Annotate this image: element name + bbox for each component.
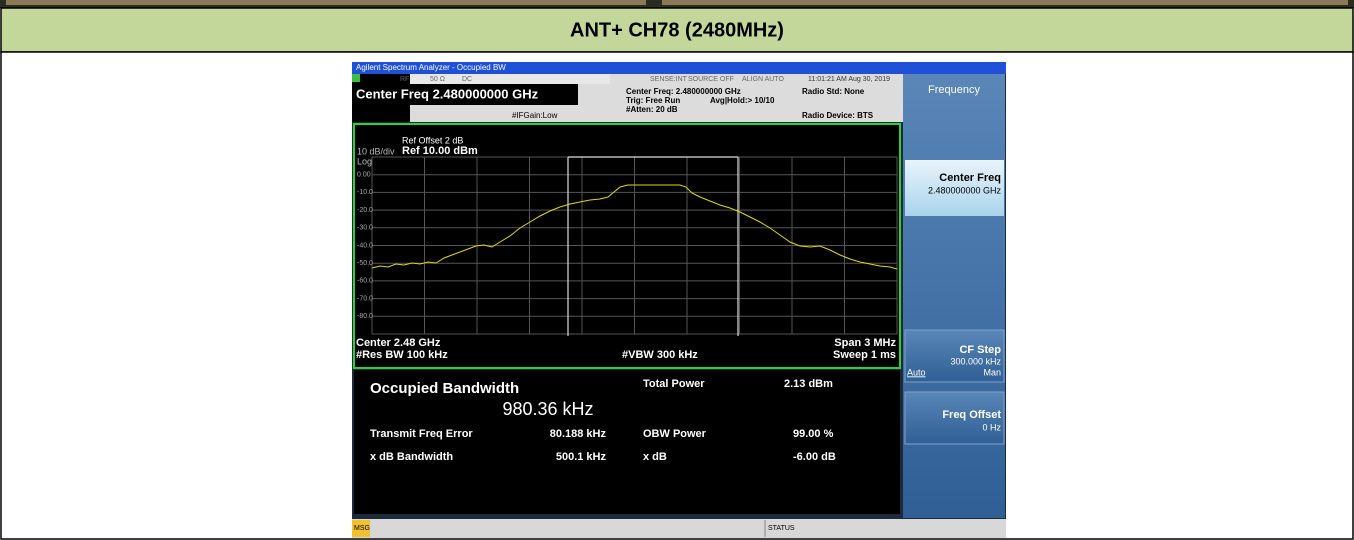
softkey-label: Center Freq xyxy=(939,172,1001,184)
trace xyxy=(371,184,898,270)
obw-label: Occupied Bandwidth xyxy=(370,380,519,397)
softkey-option: Auto xyxy=(907,367,926,377)
align: ALIGN AUTO xyxy=(742,76,784,83)
radio-std: Radio Std: None xyxy=(802,87,865,96)
y-label: -70.0 xyxy=(357,295,373,302)
sweep: Sweep 1 ms xyxy=(833,349,896,361)
span: Span 3 MHz xyxy=(834,337,896,349)
softkey[interactable] xyxy=(905,160,1004,216)
impedance: 50 Ω xyxy=(430,76,445,83)
y-label: -50.0 xyxy=(357,260,373,267)
prev-row-cell xyxy=(662,0,1348,5)
scale-type: Log xyxy=(357,156,372,166)
setting: Center Freq: 2.480000000 GHz xyxy=(626,87,741,96)
timestamp: 11:01:21 AM Aug 30, 2019 xyxy=(808,76,890,83)
y-label: 0.00 xyxy=(357,172,371,179)
xdb-bw: 500.1 kHz xyxy=(556,451,607,463)
total-power-label: Total Power xyxy=(643,378,705,390)
scale: 10 dB/div xyxy=(357,146,395,156)
header-title: ANT+ CH78 (2480MHz) xyxy=(570,19,784,41)
softkey-value: 0 Hz xyxy=(982,422,1001,432)
source: SOURCE OFF xyxy=(688,76,734,83)
setting: #Atten: 20 dB xyxy=(626,105,678,114)
res-bw: #Res BW 100 kHz xyxy=(356,349,448,361)
coupling: DC xyxy=(462,76,472,83)
analyzer-screen: Agilent Spectrum Analyzer - Occupied BW … xyxy=(352,62,1006,538)
center-freq: Center Freq 2.480000000 GHz xyxy=(356,86,539,101)
menu-title: Frequency xyxy=(928,84,980,96)
window-title: Agilent Spectrum Analyzer - Occupied BW xyxy=(356,63,506,72)
softkey[interactable] xyxy=(904,391,1005,445)
radio-device: Radio Device: BTS xyxy=(802,111,874,120)
ref-offset: Ref Offset 2 dB xyxy=(402,135,463,145)
tfe-label: Transmit Freq Error xyxy=(370,428,473,440)
prev-row-cell xyxy=(6,0,646,5)
msg: MSG xyxy=(354,525,370,532)
xdb-bw-label: x dB Bandwidth xyxy=(370,451,453,463)
softkey-label: Freq Offset xyxy=(942,409,1001,421)
y-label: -30.0 xyxy=(357,225,373,232)
sense: SENSE:INT xyxy=(650,76,688,83)
obw-power: 99.00 % xyxy=(793,428,834,440)
grid: 0.00 -10.0 -20.0 -30.0 -40.0 -50.0 -60.0 -70.0 -… xyxy=(357,156,898,335)
status: STATUS xyxy=(768,525,795,532)
y-label: -80.0 xyxy=(357,313,373,320)
vbw: #VBW 300 kHz xyxy=(622,349,698,361)
y-label: -20.0 xyxy=(357,207,373,214)
obw-value: 980.36 kHz xyxy=(502,399,593,419)
y-label: -60.0 xyxy=(357,278,373,285)
center: Center 2.48 GHz xyxy=(356,337,441,349)
tfe: 80.188 kHz xyxy=(550,428,607,440)
if-gain: #IFGain:Low xyxy=(512,111,558,120)
rf: RF xyxy=(400,76,409,83)
y-label: -40.0 xyxy=(357,242,373,249)
softkey-value: 2.480000000 GHz xyxy=(928,185,1002,195)
avg-hold: Avg|Hold:> 10/10 xyxy=(710,96,775,105)
xdb-label: x dB xyxy=(643,451,667,463)
ref-level: Ref 10.00 dBm xyxy=(402,145,478,157)
setting: Trig: Free Run xyxy=(626,96,680,105)
obw-power-label: OBW Power xyxy=(643,428,707,440)
total-power: 2.13 dBm xyxy=(784,378,833,390)
y-label: -10.0 xyxy=(357,189,373,196)
softkey-label: CF Step xyxy=(959,344,1001,356)
softkey[interactable] xyxy=(904,329,1005,383)
xdb: -6.00 dB xyxy=(793,451,836,463)
softkey-option: Man xyxy=(983,367,1001,377)
softkey-value: 300.000 kHz xyxy=(950,356,1001,366)
